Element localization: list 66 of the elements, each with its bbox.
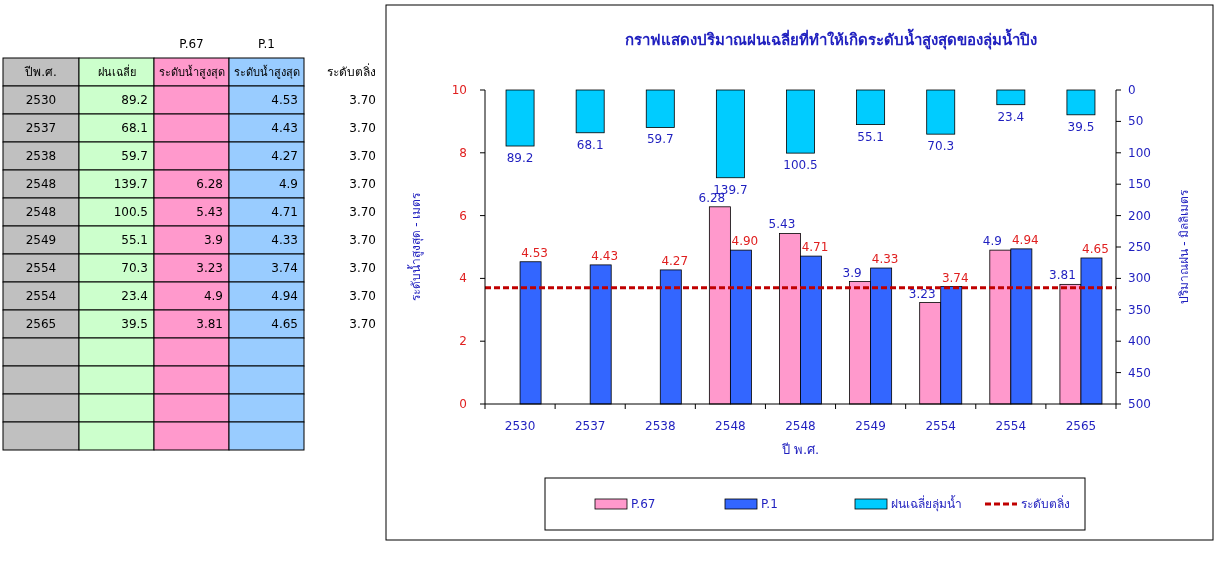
y-tick-label: 10 [451,83,467,97]
data-label: 5.43 [768,217,796,232]
y-axis-title: ระดับน้ำสูงสุด - เมตร [407,191,424,302]
data-label: 55.1 [857,129,884,144]
bar [1066,89,1096,116]
data-label: 4.27 [661,253,689,268]
bar [996,89,1026,106]
y2-tick-label: 300 [1128,271,1151,286]
data-label: 3.23 [908,286,936,301]
data-label: 23.4 [997,109,1025,124]
data-label: 70.3 [927,139,955,154]
x-tick-label: 2554 [995,419,1027,433]
y2-tick-label: 100 [1128,145,1151,160]
data-label: 4.9 [982,234,1002,249]
bar [645,89,675,128]
legend-label: ฝนเฉลี่ยลุ่มน้ำ [891,495,962,512]
y2-tick-label: 200 [1128,208,1151,223]
data-label: 3.81 [1049,268,1076,283]
y2-tick-label: 400 [1128,334,1151,349]
data-label: 68.1 [576,137,604,152]
data-label: 4.53 [521,245,548,260]
y2-tick-label: 150 [1128,177,1151,192]
y2-tick-label: 0 [1128,83,1136,97]
y-tick-label: 2 [459,334,467,349]
y-tick-label: 4 [459,271,467,286]
data-label: 4.90 [731,234,759,249]
x-tick-label: 2548 [785,419,816,433]
x-tick-label: 2549 [855,419,886,433]
data-label: 4.65 [1082,241,1109,256]
data-label: 100.5 [783,158,818,173]
y-tick-label: 8 [459,145,467,160]
y2-tick-label: 350 [1128,302,1151,317]
data-label: 39.5 [1067,119,1095,134]
x-tick-label: 2565 [1065,419,1097,433]
x-tick-label: 2530 [504,419,536,433]
x-tick-label: 2548 [715,419,746,433]
x-tick-label: 2538 [645,419,676,433]
legend-label: ระดับตลิ่ง [1021,495,1070,511]
y-tick-label: 6 [459,208,467,223]
y2-tick-label: 50 [1128,114,1144,129]
spreadsheet-table: P.67 P.1 ปีพ.ศ. ฝนเฉลี่ย ระดับน้ำสูงสุด ระดับน้ำสูงสุด ระดับตลิ่ง 2530 89.2 4.53 3.70 2537 68.1 4.43 3.70 2538 59.7 4.27 3.70 2548 139.7 6.28 4.9 3.70 2548 100.5 5.43 4.71 3.70 2549 55.1 3.9 4.33 3.70 2554 70.3 3.23 3.74 3.70 2554 23.4 4.9 4.94 3.70 2565 39.5 3.81 4.65 3.70 [2,37,376,451]
data-label: 89.2 [506,151,534,166]
data-label: 4.33 [871,252,899,267]
bar [786,89,815,154]
bar [505,89,535,147]
data-label: 4.43 [591,248,619,263]
y2-axis-title: ปริมาณฝน - มิลลิเมตร [1177,188,1191,305]
bar [926,89,956,135]
legend-label: P.67 [631,497,656,511]
data-label: 4.94 [1011,232,1039,247]
y-tick-label: 0 [459,397,467,411]
data-label: 3.9 [842,265,862,280]
x-axis-title: ปี พ.ศ. [780,442,820,457]
bar [715,89,745,179]
x-tick-label: 2554 [925,419,956,433]
chart-title: กราฟแสดงปริมาณฝนเฉลี่ยที่ทำให้เกิดระดับน้ำสูงสุดของลุ่มน้ำปิง [624,28,1037,50]
data-label: 59.7 [646,132,674,147]
y2-tick-label: 450 [1128,365,1151,380]
legend-label: P.1 [761,497,778,511]
bar [856,89,886,125]
y2-tick-label: 250 [1128,240,1151,254]
y2-tick-label: 500 [1128,397,1151,411]
data-label: 4.71 [801,240,829,255]
x-tick-label: 2537 [574,419,606,433]
data-label: 3.74 [941,270,969,285]
bar [575,89,605,134]
